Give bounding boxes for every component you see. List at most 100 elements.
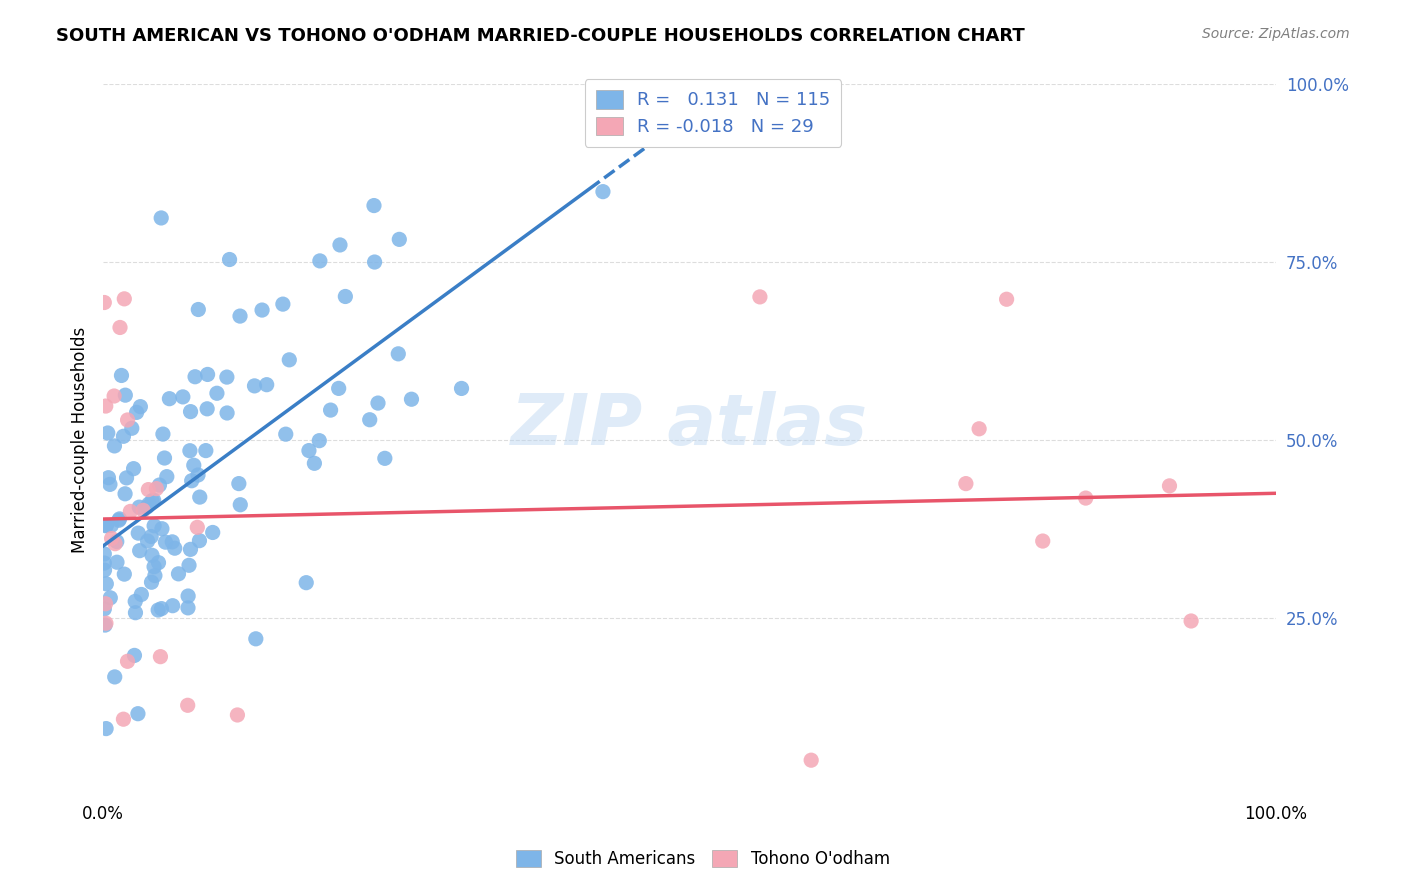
Point (195, 401, 218, 416)
Point (124, 606, 146, 620)
Point (188, 533, 211, 548)
Point (226, 708, 249, 723)
Point (180, 474, 202, 488)
Point (157, 392, 180, 406)
Point (104, 670, 127, 684)
Point (98, 591, 121, 605)
Y-axis label: Married-couple Households: Married-couple Households (72, 327, 89, 553)
Point (124, 594, 146, 608)
Point (359, 413, 381, 427)
Point (243, 379, 266, 393)
Point (112, 292, 135, 306)
Point (388, 232, 411, 246)
Point (179, 443, 201, 458)
Point (363, 198, 385, 212)
Point (93, 563, 115, 577)
Point (93, 547, 115, 561)
Point (127, 526, 149, 541)
Point (183, 458, 205, 473)
Point (94, 399, 117, 413)
Point (167, 566, 190, 581)
Point (1074, 491, 1097, 505)
Point (1180, 614, 1202, 628)
Point (128, 500, 150, 515)
Point (955, 476, 977, 491)
Point (94, 722, 117, 736)
Point (218, 252, 240, 267)
Point (114, 388, 136, 402)
Point (141, 575, 163, 590)
Point (150, 211, 173, 225)
Point (295, 575, 318, 590)
Point (141, 530, 163, 544)
Point (108, 512, 131, 526)
Point (197, 368, 219, 382)
Point (127, 706, 149, 721)
Point (143, 518, 166, 533)
Point (184, 369, 207, 384)
Point (150, 601, 173, 615)
Text: ZIP atlas: ZIP atlas (510, 392, 868, 460)
Point (142, 493, 165, 508)
Point (229, 309, 252, 323)
Point (120, 504, 142, 518)
Point (250, 303, 273, 318)
Point (592, 185, 614, 199)
Point (94, 616, 117, 631)
Point (145, 482, 167, 496)
Point (800, 753, 823, 767)
Point (177, 558, 200, 573)
Point (136, 500, 159, 514)
Point (148, 556, 170, 570)
Point (143, 568, 166, 582)
Point (100, 518, 122, 533)
Point (149, 649, 172, 664)
Point (319, 403, 342, 417)
Point (187, 468, 209, 483)
Point (162, 534, 184, 549)
Point (177, 600, 200, 615)
Point (105, 534, 128, 549)
Point (96, 518, 118, 533)
Point (374, 451, 396, 466)
Point (132, 503, 155, 517)
Point (271, 297, 294, 311)
Point (128, 543, 150, 558)
Point (143, 559, 166, 574)
Point (201, 525, 224, 540)
Point (967, 422, 990, 436)
Point (274, 427, 297, 442)
Point (995, 292, 1018, 306)
Point (110, 368, 132, 383)
Point (121, 421, 143, 435)
Point (112, 712, 135, 726)
Point (112, 567, 135, 582)
Point (308, 434, 330, 448)
Point (141, 549, 163, 563)
Point (177, 698, 200, 713)
Point (186, 520, 208, 534)
Point (98, 477, 121, 491)
Point (93, 295, 115, 310)
Point (124, 648, 146, 663)
Point (1159, 479, 1181, 493)
Point (179, 542, 201, 557)
Point (363, 255, 385, 269)
Point (122, 461, 145, 475)
Point (100, 532, 122, 546)
Point (115, 471, 138, 485)
Legend: South Americans, Tohono O'odham: South Americans, Tohono O'odham (509, 843, 897, 875)
Point (148, 603, 170, 617)
Point (177, 589, 200, 603)
Point (180, 404, 202, 418)
Point (155, 535, 177, 549)
Point (114, 487, 136, 501)
Point (228, 476, 250, 491)
Point (329, 238, 352, 252)
Point (187, 302, 209, 317)
Legend: R =   0.131   N = 115, R = -0.018   N = 29: R = 0.131 N = 115, R = -0.018 N = 29 (585, 79, 841, 147)
Point (245, 632, 267, 646)
Point (205, 386, 228, 401)
Point (450, 381, 472, 395)
Point (256, 377, 278, 392)
